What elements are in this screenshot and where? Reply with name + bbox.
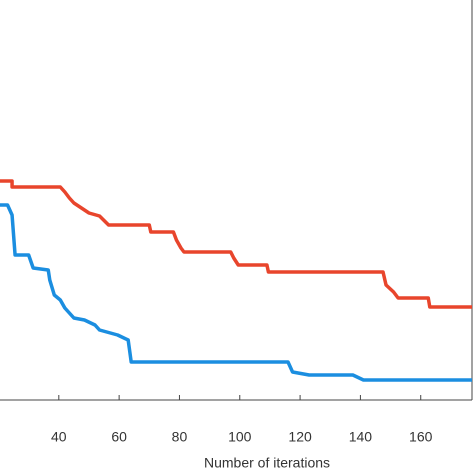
x-tick-label: 40 [51,429,67,445]
x-tick-label: 120 [288,429,312,445]
x-tick-label: 140 [349,429,373,445]
x-tick-label: 60 [111,429,127,445]
x-tick-label: 160 [409,429,433,445]
x-tick-label: 100 [228,429,252,445]
line-series [0,179,472,309]
x-axis-label: Number of iterations [204,455,330,471]
line-series [0,203,472,382]
x-tick-label: 80 [172,429,188,445]
